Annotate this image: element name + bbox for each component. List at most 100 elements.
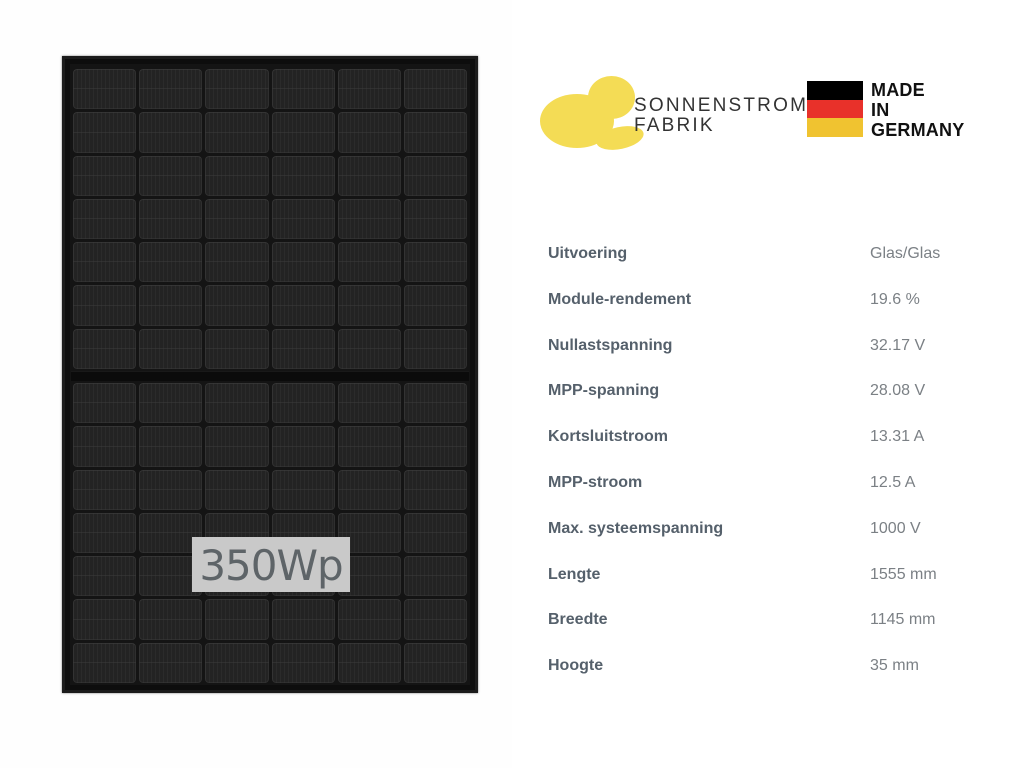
spec-row: Uitvoering Glas/Glas: [536, 245, 1006, 291]
solar-cell: [337, 198, 402, 240]
brand-row: SONNENSTROM FABRIK MADE IN GERMANY: [524, 72, 1007, 154]
solar-cell: [205, 642, 269, 683]
solar-cell: [337, 328, 402, 369]
spec-row: Lengte 1555 mm: [536, 566, 1006, 612]
solar-cell: [205, 599, 269, 640]
spec-label: Breedte: [548, 611, 608, 629]
spec-value: 1145 mm: [870, 611, 936, 629]
solar-cell: [73, 112, 137, 153]
sonnenstrom-fabrik-logo: SONNENSTROM FABRIK: [534, 72, 806, 154]
spec-value: 12.5 A: [870, 473, 916, 491]
spec-label: Uitvoering: [548, 245, 628, 262]
solar-cell: [205, 242, 269, 283]
solar-cell: [73, 512, 137, 554]
solar-cell: [337, 599, 402, 640]
solar-cell: [337, 155, 402, 196]
solar-cell: [403, 155, 468, 196]
logo-wordmark-line2: FABRIK: [634, 115, 715, 136]
spec-row: Kortsluitstroom 13.31 A: [536, 428, 1006, 474]
solar-cell: [139, 426, 203, 467]
spec-label: MPP-spanning: [548, 382, 660, 400]
made-in-germany-line1: MADE: [871, 80, 925, 100]
spec-value: 32.17 V: [870, 336, 926, 354]
solar-cell: [73, 642, 137, 683]
solar-cell: [271, 112, 335, 153]
solar-cell: [337, 242, 402, 283]
spec-value: 19.6 %: [870, 290, 920, 308]
solar-cell: [403, 328, 468, 369]
spec-value: 28.08 V: [870, 382, 926, 400]
solar-cell: [271, 426, 335, 467]
spec-value: 35 mm: [870, 657, 919, 675]
solar-cell: [403, 469, 468, 510]
solar-cell: [73, 426, 137, 467]
solar-cell: [271, 242, 335, 283]
spec-row: Hoogte 35 mm: [536, 657, 1006, 703]
solar-cell: [271, 469, 335, 510]
solar-cell: [205, 198, 269, 240]
spec-label: Kortsluitstroom: [548, 428, 668, 446]
solar-cell: [73, 599, 137, 640]
solar-cell: [73, 328, 137, 369]
solar-cell: [139, 512, 203, 554]
spec-row: Nullastspanning 32.17 V: [536, 337, 1006, 383]
solar-cell: [403, 383, 468, 424]
spec-row: Max. systeemspanning 1000 V: [536, 520, 1006, 566]
solar-cell: [403, 599, 468, 640]
made-in-germany-badge: MADE IN GERMANY: [807, 78, 1007, 142]
spec-label: Module-rendement: [548, 290, 692, 308]
solar-cell: [403, 69, 468, 110]
solar-cell: [403, 198, 468, 240]
solar-cell: [73, 285, 137, 326]
wattage-watermark: 350Wp: [192, 537, 350, 592]
spec-value: 13.31 A: [870, 428, 925, 446]
solar-cell: [205, 469, 269, 510]
specification-table: Uitvoering Glas/Glas Module-rendement 19.6 …: [536, 245, 1006, 703]
solar-cell: [337, 69, 402, 110]
solar-cell: [337, 383, 402, 424]
solar-cell: [337, 112, 402, 153]
solar-cell: [139, 69, 203, 110]
spec-value: 1555 mm: [870, 565, 937, 583]
flag-bar-gold: [807, 118, 863, 137]
solar-cell: [139, 328, 203, 369]
spec-label: Nullastspanning: [548, 336, 673, 354]
solar-cell: [403, 112, 468, 153]
product-image: 350Wp: [62, 56, 478, 693]
solar-cell: [73, 556, 137, 597]
flag-bar-red: [807, 99, 863, 119]
solar-cell: [337, 426, 402, 467]
solar-cell: [139, 642, 203, 683]
cell-grid-bottom: [73, 383, 468, 683]
solar-cell: [403, 242, 468, 283]
solar-cell: [337, 642, 402, 683]
flag-bar-black: [807, 81, 863, 100]
solar-cell: [139, 155, 203, 196]
cell-grid-top: [73, 69, 468, 369]
solar-cell: [271, 599, 335, 640]
solar-cell: [139, 383, 203, 424]
solar-cell: [205, 426, 269, 467]
spec-label: MPP-stroom: [548, 473, 643, 491]
solar-cell: [139, 285, 203, 326]
german-flag-icon: [807, 81, 863, 137]
solar-cell: [271, 69, 335, 110]
solar-cell: [139, 469, 203, 510]
spec-row: Module-rendement 19.6 %: [536, 291, 1006, 337]
solar-cell: [271, 285, 335, 326]
solar-cell: [139, 112, 203, 153]
solar-cell: [271, 383, 335, 424]
solar-cell: [139, 599, 203, 640]
logo-wordmark: SONNENSTROM FABRIK: [634, 96, 808, 136]
solar-panel: [62, 56, 478, 693]
spec-row: MPP-stroom 12.5 A: [536, 474, 1006, 520]
spec-row: MPP-spanning 28.08 V: [536, 382, 1006, 428]
solar-cell: [205, 328, 269, 369]
solar-cell: [139, 242, 203, 283]
logo-wordmark-line1: SONNENSTROM: [634, 95, 809, 116]
solar-cell: [205, 112, 269, 153]
solar-cell: [73, 69, 137, 110]
solar-cell: [73, 155, 137, 196]
solar-cell: [403, 512, 468, 554]
solar-cell: [205, 383, 269, 424]
